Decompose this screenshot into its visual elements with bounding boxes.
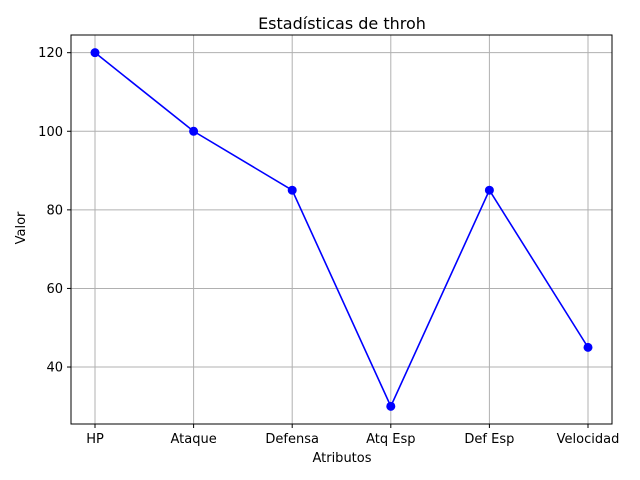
x-tick-label: Atq Esp [366,432,415,447]
data-point [484,185,494,195]
y-tick-label: 40 [46,361,63,376]
chart-title: Estadísticas de throh [258,14,426,33]
x-axis-label: Atributos [312,451,371,466]
data-point [90,48,100,58]
x-tick-label: Def Esp [464,432,514,447]
x-tick-label: Defensa [265,432,319,447]
grid-lines [71,35,612,424]
y-tick-label: 120 [38,46,63,61]
y-tick-label: 100 [38,125,63,140]
data-point [386,401,396,411]
series-layer [90,48,593,411]
data-point [583,342,593,352]
data-point [287,185,297,195]
axis-ticks: HP Ataque Defensa Atq Esp Def Esp Velocidad 40… [38,46,619,447]
x-tick-label: Velocidad [557,432,620,447]
plot-frame [70,34,613,425]
y-tick-label: 80 [46,203,63,218]
x-tick-label: HP [86,432,104,447]
data-point [189,126,199,136]
y-tick-label: 60 [46,282,63,297]
series-line [94,52,589,409]
x-tick-label: Ataque [170,432,216,447]
y-axis-label: Valor [14,211,29,244]
